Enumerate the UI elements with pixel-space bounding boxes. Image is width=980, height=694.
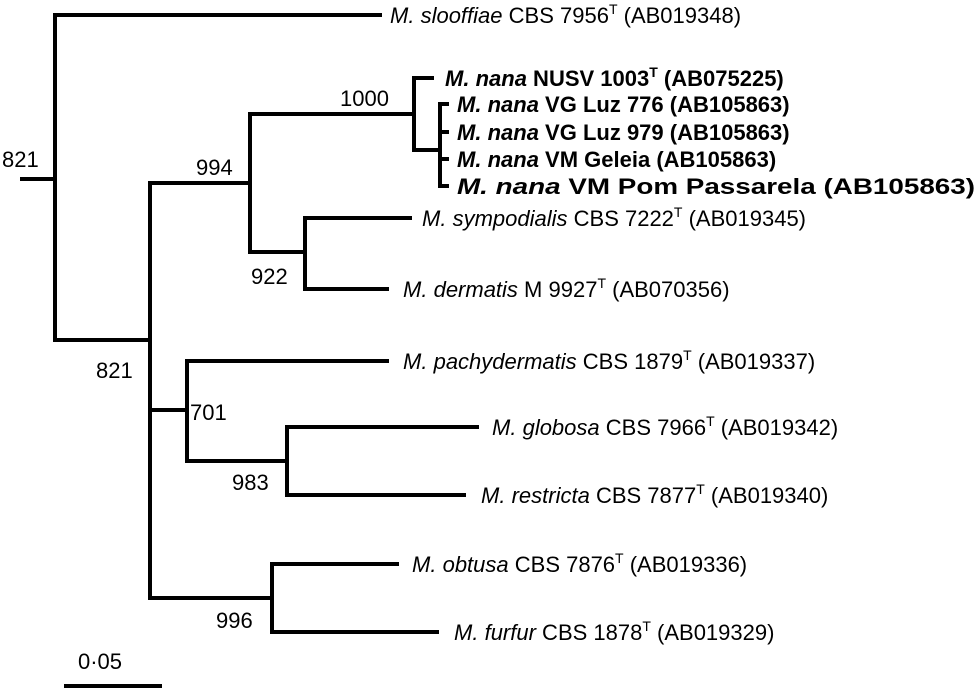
bootstrap-ingroup: 821 (96, 358, 133, 383)
taxon-label: M. dermatis M 9927T (AB070356) (403, 275, 730, 302)
bootstrap-pachy-group: 701 (190, 400, 227, 425)
bootstrap-nana-clade: 1000 (340, 86, 389, 111)
bootstrap-glob-restr: 983 (232, 470, 269, 495)
scale-bar-label: 0·05 (78, 649, 122, 674)
taxon-label: M. restricta CBS 7877T (AB019340) (481, 481, 828, 508)
bootstrap-nana-symp: 994 (196, 155, 233, 180)
taxon-label: M. slooffiae CBS 7956T (AB019348) (390, 1, 741, 28)
taxon-label: M. globosa CBS 7966T (AB019342) (492, 413, 838, 440)
taxon-label: M. nana VM Geleia (AB105863) (457, 147, 776, 172)
taxon-label: M. obtusa CBS 7876T (AB019336) (412, 550, 747, 577)
taxon-label: M. nana VM Pom Passarela (AB105863) (457, 174, 975, 199)
bootstrap-obt-furf: 996 (216, 608, 253, 633)
taxon-label: M. nana VG Luz 979 (AB105863) (457, 120, 790, 145)
taxon-label: M. pachydermatis CBS 1879T (AB019337) (403, 347, 815, 374)
taxon-label: M. sympodialis CBS 7222T (AB019345) (422, 204, 806, 231)
bootstrap-symp-derm: 922 (251, 264, 288, 289)
taxon-label: M. nana VG Luz 776 (AB105863) (457, 92, 790, 117)
bootstrap-root: 821 (2, 147, 39, 172)
taxon-label: M. furfur CBS 1878T (AB019329) (454, 618, 774, 645)
taxon-label: M. nana NUSV 1003T (AB075225) (445, 64, 784, 91)
